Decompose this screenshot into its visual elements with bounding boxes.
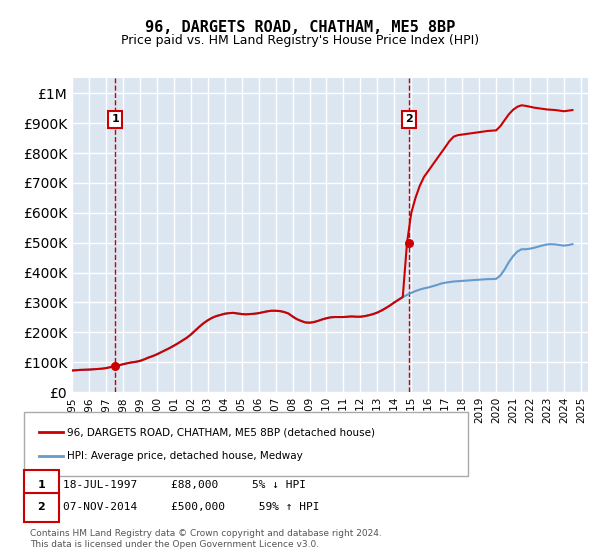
- Text: 2: 2: [38, 502, 45, 512]
- Text: Contains HM Land Registry data © Crown copyright and database right 2024.
This d: Contains HM Land Registry data © Crown c…: [30, 529, 382, 549]
- Text: 07-NOV-2014     £500,000     59% ↑ HPI: 07-NOV-2014 £500,000 59% ↑ HPI: [63, 502, 320, 512]
- Text: 1: 1: [38, 480, 45, 490]
- Point: [404, 238, 413, 247]
- Text: 2: 2: [405, 114, 413, 124]
- Text: 96, DARGETS ROAD, CHATHAM, ME5 8BP: 96, DARGETS ROAD, CHATHAM, ME5 8BP: [145, 20, 455, 35]
- Text: 1: 1: [111, 114, 119, 124]
- Text: Price paid vs. HM Land Registry's House Price Index (HPI): Price paid vs. HM Land Registry's House …: [121, 34, 479, 46]
- Text: HPI: Average price, detached house, Medway: HPI: Average price, detached house, Medw…: [67, 450, 303, 460]
- Text: 96, DARGETS ROAD, CHATHAM, ME5 8BP (detached house): 96, DARGETS ROAD, CHATHAM, ME5 8BP (deta…: [67, 427, 375, 437]
- Text: 18-JUL-1997     £88,000     5% ↓ HPI: 18-JUL-1997 £88,000 5% ↓ HPI: [63, 480, 306, 490]
- Point: [110, 361, 120, 370]
